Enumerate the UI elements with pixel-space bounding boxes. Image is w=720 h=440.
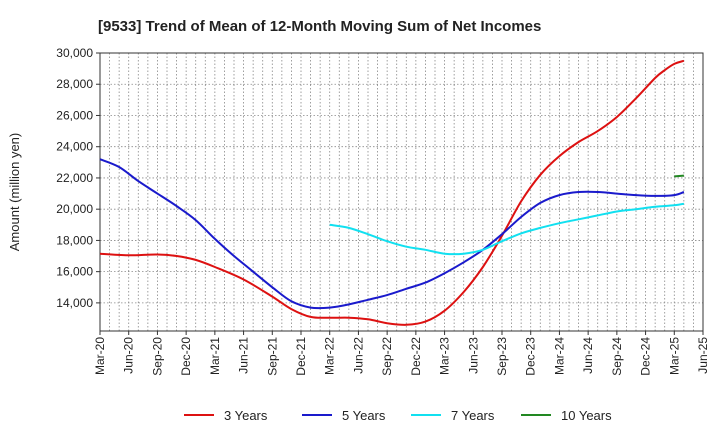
x-tick-label: Dec-20 — [179, 337, 193, 376]
x-tick-label: Sep-20 — [150, 337, 164, 376]
x-tick-label: Mar-25 — [667, 337, 681, 375]
x-tick-label: Dec-24 — [639, 337, 653, 376]
x-tick-label: Jun-21 — [237, 337, 251, 374]
x-tick-label: Sep-21 — [265, 337, 279, 376]
x-axis: Mar-20 Jun-20 Sep-20 Dec-20 Mar-21 Jun-21 Sep-… — [93, 331, 710, 376]
x-tick-label: Dec-23 — [524, 337, 538, 376]
x-tick-label: Mar-21 — [208, 337, 222, 375]
y-axis-label: Amount (million yen) — [7, 133, 22, 252]
x-tick-label: Jun-24 — [581, 337, 595, 374]
series-line-7-years — [329, 202, 685, 256]
y-axis: 14,000 16,000 18,000 20,000 22,000 24,000 26,0… — [56, 46, 100, 310]
x-tick-label: Sep-23 — [495, 337, 509, 376]
y-tick-label: 28,000 — [56, 77, 93, 91]
series-group — [99, 59, 685, 326]
series-line-3-years — [99, 59, 685, 326]
legend-label-5-years: 5 Years — [342, 408, 386, 423]
x-tick-label: Mar-23 — [438, 337, 452, 375]
y-tick-label: 14,000 — [56, 296, 93, 310]
y-tick-label: 26,000 — [56, 108, 93, 122]
x-tick-label: Jun-23 — [466, 337, 480, 374]
grid — [99, 52, 704, 331]
x-tick-label: Dec-21 — [294, 337, 308, 376]
y-tick-label: 16,000 — [56, 265, 93, 279]
y-tick-label: 30,000 — [56, 46, 93, 60]
x-tick-label: Jun-20 — [122, 337, 136, 374]
x-tick-label: Sep-22 — [380, 337, 394, 376]
legend-label-10-years: 10 Years — [561, 408, 612, 423]
x-tick-label: Dec-22 — [409, 337, 423, 376]
x-tick-label: Jun-22 — [351, 337, 365, 374]
x-tick-label: Mar-24 — [552, 337, 566, 375]
plot-area — [99, 52, 704, 332]
legend-label-7-years: 7 Years — [451, 408, 495, 423]
series-line-10-years — [674, 174, 684, 178]
x-tick-label: Mar-20 — [93, 337, 107, 375]
chart-title: [9533] Trend of Mean of 12-Month Moving … — [98, 18, 541, 35]
y-tick-label: 24,000 — [56, 140, 93, 154]
legend-label-3-years: 3 Years — [224, 408, 268, 423]
series-line-5-years — [99, 158, 685, 310]
y-tick-label: 18,000 — [56, 233, 93, 247]
x-tick-label: Sep-24 — [610, 337, 624, 376]
x-tick-label: Mar-22 — [323, 337, 337, 375]
x-tick-label: Jun-25 — [696, 337, 710, 374]
y-tick-label: 20,000 — [56, 202, 93, 216]
legend: 3 Years 5 Years 7 Years 10 Years — [184, 408, 612, 423]
y-tick-label: 22,000 — [56, 171, 93, 185]
